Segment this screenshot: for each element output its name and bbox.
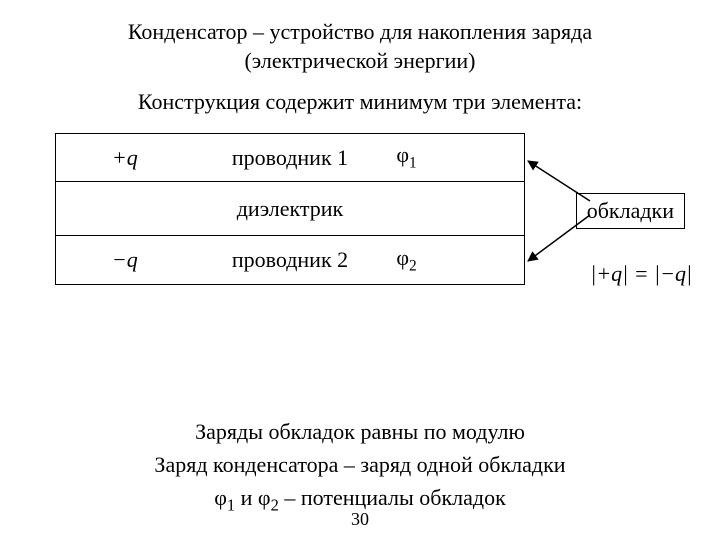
bottom-description: Заряды обкладок равны по модулю Заряд ко… xyxy=(0,415,720,518)
layer-box: +q проводник 1 φ1 диэлектрик −q проводни… xyxy=(55,133,525,285)
charge-top: +q xyxy=(56,145,194,171)
layer-conductor-1: +q проводник 1 φ1 xyxy=(56,134,524,182)
page-number: 30 xyxy=(0,509,720,530)
phi-symbol-top: φ xyxy=(396,142,409,167)
subtitle: Конструкция содержит минимум три элемент… xyxy=(0,89,720,115)
charge-bot-sign: − xyxy=(112,247,127,272)
capacitor-diagram: +q проводник 1 φ1 диэлектрик −q проводни… xyxy=(0,133,720,313)
potential-top: φ1 xyxy=(386,142,524,172)
phi-sub-bot: 2 xyxy=(409,257,417,274)
title-line-2: (электрической энергии) xyxy=(244,48,475,73)
layer-mid-label: диэлектрик xyxy=(194,196,387,222)
bottom-line-2: Заряд конденсатора – заряд одной обкладк… xyxy=(0,448,720,481)
phi-symbol-bot: φ xyxy=(396,245,409,270)
layer-bot-label: проводник 2 xyxy=(194,247,387,273)
layer-conductor-2: −q проводник 2 φ2 xyxy=(56,236,524,284)
bottom-line-1: Заряды обкладок равны по модулю xyxy=(0,415,720,448)
abs-charge-equation: |+q| = |−q| xyxy=(590,261,692,287)
title-line-1: Конденсатор – устройство для накопления … xyxy=(128,19,592,44)
plates-label-box: обкладки xyxy=(576,193,685,229)
charge-bot-var: q xyxy=(127,247,138,272)
phi-sub-top: 1 xyxy=(409,155,417,172)
potential-bot: φ2 xyxy=(386,245,524,275)
charge-top-var: q xyxy=(127,145,138,170)
page-title: Конденсатор – устройство для накопления … xyxy=(0,18,720,75)
charge-bot: −q xyxy=(56,247,194,273)
layer-top-label: проводник 1 xyxy=(194,145,387,171)
layer-dielectric: диэлектрик xyxy=(56,182,524,236)
charge-top-sign: + xyxy=(112,145,127,170)
